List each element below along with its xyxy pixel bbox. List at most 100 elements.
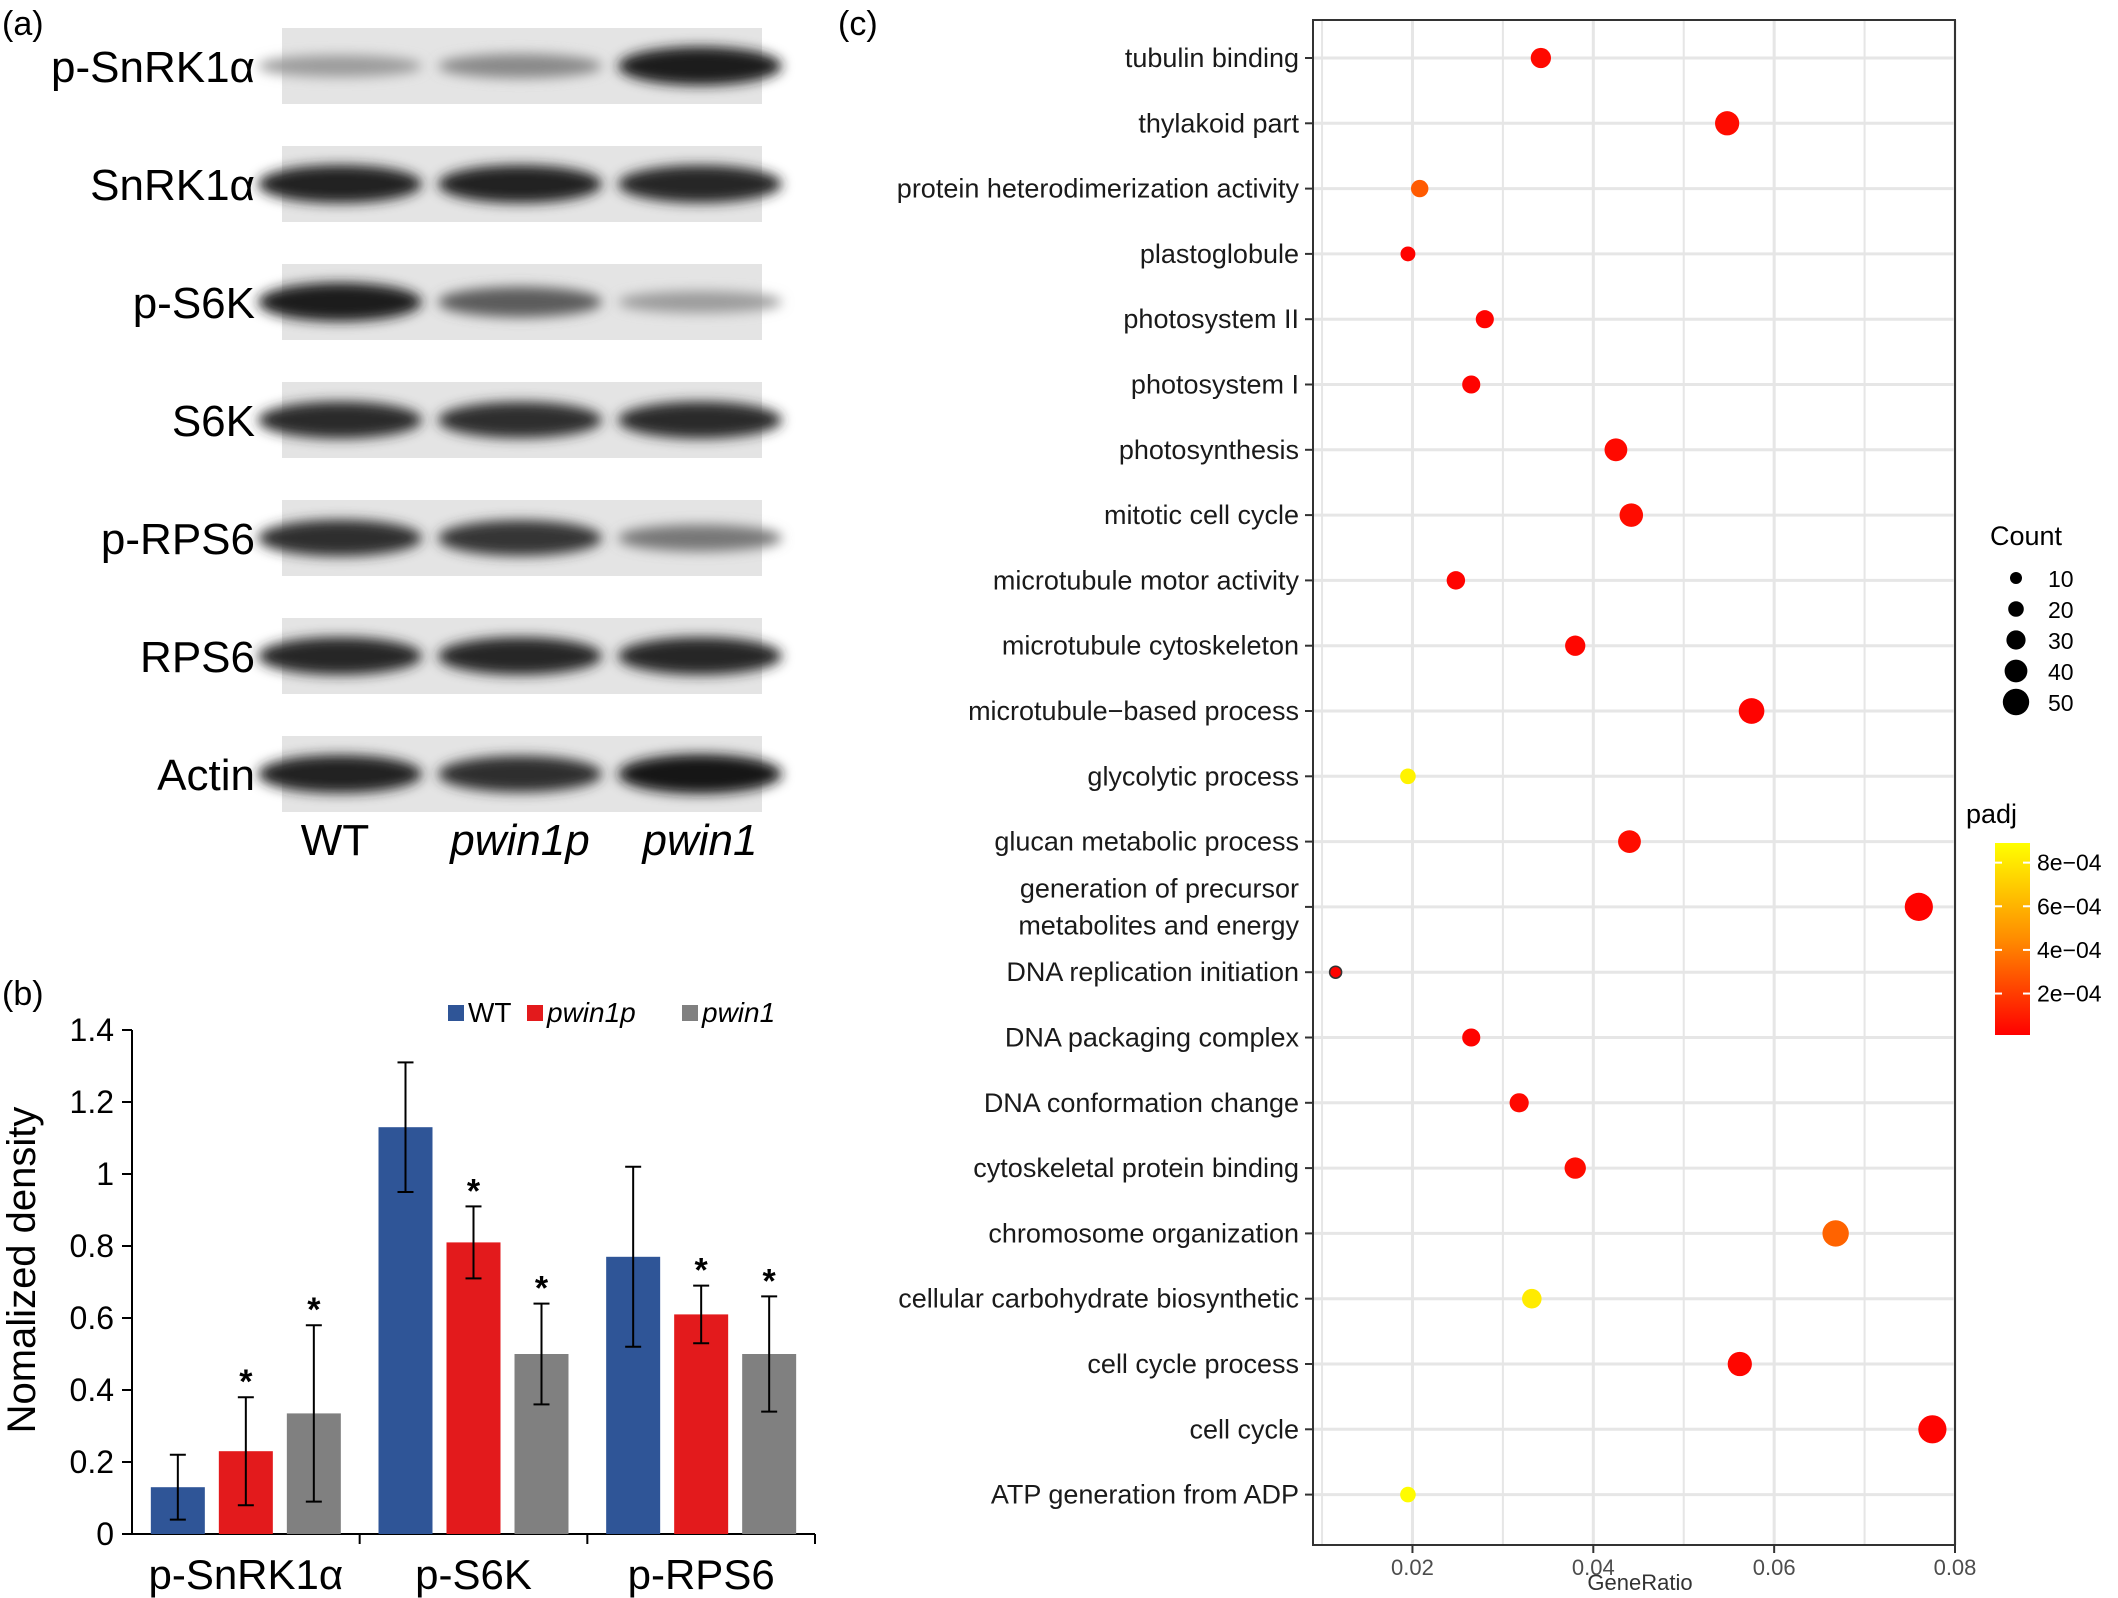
dot-point: [1328, 965, 1343, 979]
blot-row-label: p-S6K: [133, 279, 255, 328]
dot-point: [1715, 111, 1740, 136]
count-legend-label: 50: [2048, 690, 2074, 716]
blot-band: [438, 520, 602, 556]
dot-point: [1619, 503, 1644, 527]
dot-term-label-line: microtubule cytoskeleton: [1002, 631, 1299, 661]
count-legend-label: 30: [2048, 628, 2074, 654]
dot-x-tick-label: 0.04: [1572, 1555, 1615, 1580]
count-legend-label: 20: [2048, 597, 2074, 623]
dot-term-label-line: thylakoid part: [1138, 108, 1299, 138]
blot-band: [258, 637, 422, 675]
blot-band: [618, 401, 782, 439]
dot-term-label-line: microtubule motor activity: [993, 565, 1300, 595]
blot-band: [258, 282, 422, 322]
dot-term-label: thylakoid part: [1138, 108, 1299, 138]
dot-term-label-line: tubulin binding: [1125, 43, 1299, 73]
dot-term-label: DNA conformation change: [984, 1088, 1299, 1118]
padj-colorbar: [1995, 843, 2030, 1035]
blot-lane-label: WT: [301, 816, 369, 865]
count-legend-dot: [2002, 688, 2030, 716]
bar-y-tick-label: 0: [96, 1516, 114, 1552]
bar: [446, 1242, 501, 1534]
dot-panel-background: [1313, 20, 1955, 1545]
dot-term-label: tubulin binding: [1125, 43, 1299, 73]
blot-row-label: p-RPS6: [101, 515, 255, 564]
bar-category-label: p-SnRK1α: [148, 1551, 343, 1598]
dot-point: [1400, 768, 1416, 785]
dot-term-label: generation of precursor metabolites and e…: [1018, 873, 1299, 940]
bar-category-label: p-RPS6: [628, 1551, 775, 1598]
count-legend-title: Count: [1990, 521, 2063, 551]
dot-x-tick-label: 0.06: [1753, 1555, 1796, 1580]
dot-term-label: cell cycle process: [1087, 1349, 1299, 1379]
bar-chart: Nomalized density 0 0.2 0.4 0.6 0.8 1 1.2 1.4 p-…: [0, 997, 816, 1598]
dot-point: [1564, 1157, 1586, 1179]
dot-term-label: photosystem I: [1131, 370, 1299, 400]
count-legend-dot: [2008, 601, 2024, 617]
dot-term-label: cellular carbohydrate biosynthetic: [898, 1284, 1299, 1314]
significance-star: *: [535, 1270, 549, 1308]
blot-lane-label: pwin1: [641, 816, 758, 865]
blot-row-label: S6K: [172, 397, 255, 446]
padj-legend-label: 4e−04: [2037, 937, 2102, 963]
blot-band: [618, 46, 782, 86]
significance-star: *: [763, 1262, 777, 1300]
blot-band: [438, 286, 602, 318]
dot-term-label-line: cytoskeletal protein binding: [973, 1153, 1299, 1183]
bar-y-axis-label: Nomalized density: [0, 1107, 44, 1434]
dot-term-label: photosynthesis: [1119, 435, 1299, 465]
blot-band: [438, 164, 602, 204]
dot-point: [1738, 698, 1765, 724]
panel-label-c: (c): [838, 5, 878, 43]
western-blot: p-SnRK1α SnRK1α p-S6K S6K p-RPS6 RPS6 Actin WT p…: [51, 28, 782, 865]
dot-point: [1446, 571, 1466, 590]
count-legend-dot: [2010, 572, 2022, 584]
dot-term-label-line: DNA packaging complex: [1005, 1023, 1300, 1053]
dot-term-label-line: mitotic cell cycle: [1104, 500, 1299, 530]
dot-term-label: protein heterodimerization activity: [897, 174, 1300, 204]
dot-term-label: ATP generation from ADP: [991, 1480, 1299, 1510]
dot-point: [1530, 47, 1552, 69]
blot-row-label: Actin: [157, 751, 255, 800]
dot-term-label-line: protein heterodimerization activity: [897, 174, 1300, 204]
count-legend-label: 40: [2048, 659, 2074, 685]
dot-term-label: glycolytic process: [1087, 761, 1299, 791]
bar-legend-swatch: [448, 1005, 464, 1021]
blot-lane-label: pwin1p: [448, 816, 589, 865]
blot-band: [618, 165, 782, 203]
dot-point: [1475, 310, 1494, 329]
dot-x-tick-label: 0.08: [1934, 1555, 1977, 1580]
count-legend-dot: [2006, 630, 2026, 650]
blot-band: [258, 164, 422, 204]
dot-term-label-line: microtubule−based process: [968, 696, 1299, 726]
dot-term-label-line: cell cycle: [1189, 1414, 1299, 1444]
dot-term-label-line: photosystem I: [1131, 370, 1299, 400]
blot-band: [258, 55, 422, 77]
dot-x-axis-label: GeneRatio: [1587, 1570, 1692, 1595]
dot-term-label-line: ATP generation from ADP: [991, 1480, 1299, 1510]
dot-point: [1727, 1351, 1752, 1377]
blot-band: [258, 754, 422, 794]
dot-panel-border: [1312, 19, 1956, 1546]
padj-legend-label: 2e−04: [2037, 981, 2102, 1007]
dot-term-label: microtubule motor activity: [993, 565, 1300, 595]
dot-term-label: photosystem II: [1123, 304, 1299, 334]
bar-legend-label: pwin1: [701, 997, 775, 1028]
dot-point: [1618, 830, 1641, 853]
dot-term-label: glucan metabolic process: [994, 827, 1299, 857]
blot-band: [258, 401, 422, 439]
significance-star: *: [239, 1363, 253, 1401]
bar-y-tick-label: 0.8: [70, 1228, 114, 1264]
dot-term-label-line: glycolytic process: [1087, 761, 1299, 791]
panel-label-a: (a): [2, 5, 44, 43]
dot-point: [1604, 438, 1628, 462]
dot-term-label: DNA packaging complex: [1005, 1023, 1300, 1053]
dot-term-label: plastoglobule: [1140, 239, 1299, 269]
dot-point: [1410, 179, 1429, 198]
dot-x-tick-label: 0.02: [1391, 1555, 1434, 1580]
go-dot-plot: GeneRatio Count padj 0.02 0.04 0.06 0.08 tub…: [897, 19, 2102, 1595]
dot-term-label-line: chromosome organization: [988, 1218, 1299, 1248]
blot-band: [258, 519, 422, 557]
bar-y-tick-label: 1.2: [70, 1084, 114, 1120]
dot-term-label-line: glucan metabolic process: [994, 827, 1299, 857]
